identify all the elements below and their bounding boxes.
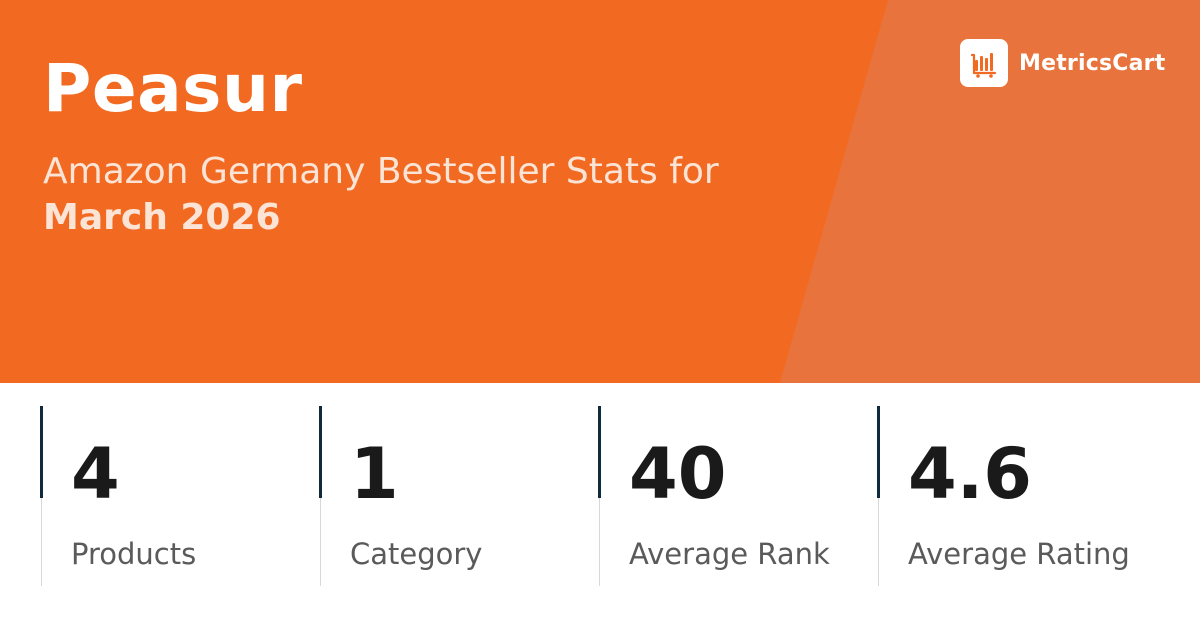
metricscart-logo: MetricsCart [960, 38, 1165, 88]
stat-products: 4 Products [40, 406, 300, 586]
stat-category: 1 Category [319, 406, 579, 586]
stat-accent-rule [877, 406, 880, 498]
subtitle-text: Amazon Germany Bestseller Stats for [43, 151, 719, 192]
stat-value: 4 [71, 433, 120, 515]
stat-label: Category [350, 537, 483, 571]
stat-divider [599, 498, 600, 586]
page-title: Peasur [43, 50, 303, 127]
stat-label: Products [71, 537, 197, 571]
stat-value: 40 [629, 433, 727, 515]
stat-average-rank: 40 Average Rank [598, 406, 858, 586]
stat-value: 4.6 [908, 433, 1033, 515]
logo-wordmark: MetricsCart [1019, 50, 1166, 76]
page-subtitle: Amazon Germany Bestseller Stats for Marc… [43, 149, 763, 241]
stats-row: 4 Products 1 Category 40 Average Rank 4.… [0, 383, 1200, 628]
stat-divider [878, 498, 879, 586]
stat-accent-rule [319, 406, 322, 498]
hero-banner: Peasur Amazon Germany Bestseller Stats f… [0, 0, 1200, 383]
stat-average-rating: 4.6 Average Rating [877, 406, 1137, 586]
stat-accent-rule [598, 406, 601, 498]
stat-divider [41, 498, 42, 586]
stat-label: Average Rank [629, 537, 830, 571]
bar-chart-cart-icon [960, 39, 1008, 87]
stat-value: 1 [350, 433, 399, 515]
stat-label: Average Rating [908, 537, 1130, 571]
stat-divider [320, 498, 321, 586]
subtitle-period: March 2026 [43, 197, 281, 238]
stat-accent-rule [40, 406, 43, 498]
